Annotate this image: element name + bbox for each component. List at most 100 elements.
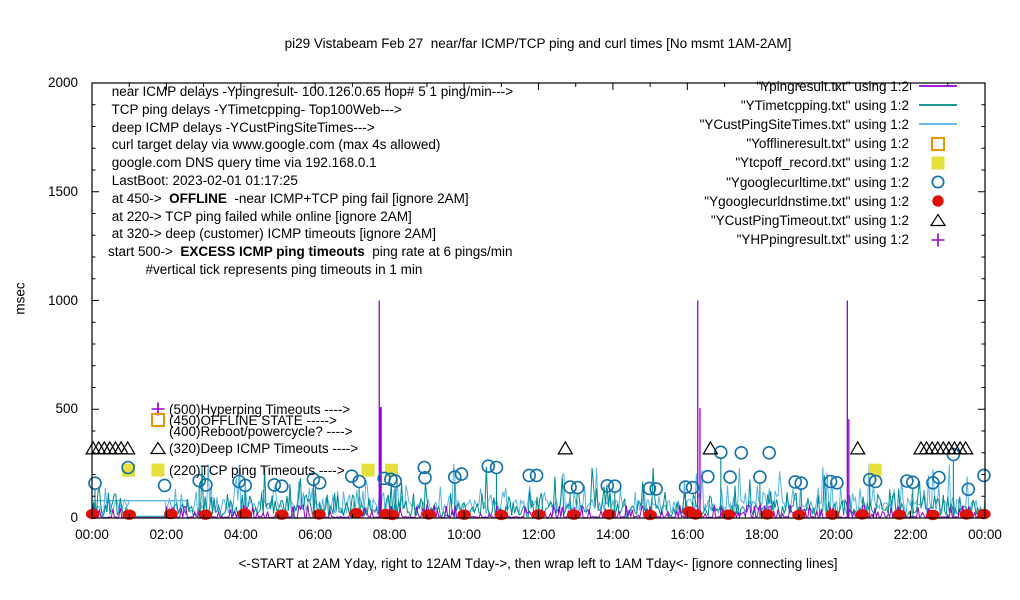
mid-label: (220)TCP ping Timeouts ----> [150, 461, 345, 479]
y-tick-label: 500 [55, 401, 78, 417]
legend-row: "YTimetcpping.txt" using 1:2 [741, 96, 958, 115]
annotation-line: deep ICMP delays -YCustPingSiteTimes---> [108, 119, 513, 137]
legend-label: "Yofflineresult.txt" using 1:2 [746, 136, 909, 152]
curl-time-point [481, 459, 496, 474]
tcp-off-marker [361, 463, 375, 477]
curl-time-point [678, 480, 693, 494]
legend-marker-hline-skyblue-icon [919, 123, 957, 126]
curl-time-point [121, 460, 135, 475]
curl-time-point [418, 470, 432, 485]
y-tick-label: 1500 [47, 183, 78, 199]
curl-time-point [563, 480, 577, 494]
annotation-line: near ICMP delays -Ypingresult- 100.126.0… [108, 83, 513, 101]
x-tick-label: 04:00 [223, 527, 258, 542]
mid-label: (500)Hyperping Timeouts ----> [150, 400, 350, 418]
legend-label: "Ygooglecurltime.txt" using 1:2 [726, 174, 909, 190]
legend-row: "YHPpingresult.txt" using 1:2 [737, 230, 958, 249]
mid-label-text: (320)Deep ICMP Timeouts ----> [169, 440, 359, 456]
curl-time-point [489, 460, 504, 475]
curl-time-point [642, 481, 657, 496]
legend-marker-open-circle-blue-icon [931, 175, 945, 189]
mid-label-marker [150, 412, 166, 428]
curl-time-point [932, 470, 946, 485]
legend-sample [918, 116, 958, 132]
mid-label: (400)Reboot/powercycle? ----> [150, 422, 352, 440]
annotation-text: #vertical tick represents ping timeouts … [108, 261, 423, 277]
mid-label-marker [150, 423, 166, 439]
legend-row: "YCustPingSiteTimes.txt" using 1:2 [700, 115, 958, 134]
curl-time-point [388, 474, 403, 488]
axes-layer [91, 82, 986, 519]
annotation-text: at 450-> [108, 190, 170, 206]
dns-time-point [349, 508, 364, 519]
annotation-text: google.com DNS query time via 192.168.0.… [108, 155, 377, 171]
dns-time-point [926, 509, 940, 521]
legend-sample [918, 174, 958, 190]
legend-label: "Ytcpoff_record.txt" using 1:2 [735, 155, 909, 171]
legend-label: "YHPpingresult.txt" using 1:2 [736, 232, 909, 248]
curl-time-point [961, 482, 976, 497]
legend-marker-filled-square-yellow-icon [931, 156, 945, 170]
curl-time-point [607, 479, 622, 494]
x-tick-label: 00:00 [75, 527, 109, 542]
annotation-bold-text: EXCESS ICMP ping timeouts [180, 244, 365, 260]
curl-time-point [794, 476, 809, 491]
x-tick-label: 06:00 [298, 527, 333, 542]
curl-time-point [157, 478, 172, 493]
tcp-off-marker [868, 463, 882, 477]
annotation-text: -near ICMP+TCP ping fail [ignore 2AM] [226, 190, 469, 206]
curl-time-point [788, 475, 803, 489]
annotation-line: curl target delay via www.google.com (ma… [108, 136, 513, 154]
curl-time-point [88, 476, 102, 491]
curl-time-point [762, 445, 777, 460]
mid-label-marker [150, 440, 166, 456]
x-tick-label: 18:00 [744, 527, 779, 542]
y-tick-label: 2000 [47, 75, 78, 90]
legend-marker-hline-teal-icon [919, 104, 957, 107]
curl-time-point [900, 474, 914, 488]
curl-time-point [447, 470, 462, 484]
mid-label-text: (500)Hyperping Timeouts ----> [169, 401, 351, 417]
annotation-block: near ICMP delays -Ypingresult- 100.126.0… [108, 83, 513, 279]
x-tick-label: 14:00 [596, 527, 630, 542]
annotation-line: TCP ping delays -YTimetcpping- Top100Web… [108, 101, 513, 119]
annotation-text: curl target delay via www.google.com (ma… [108, 137, 441, 153]
curl-time-point [454, 467, 469, 481]
legend-sample [918, 155, 958, 171]
annotation-text: near ICMP delays -Ypingresult- 100.126.0… [108, 84, 514, 99]
legend-sample [918, 136, 958, 152]
annotation-text: LastBoot: 2023-02-01 01:17:25 [108, 172, 298, 188]
x-tick-label: 00:00 [968, 527, 1002, 542]
mid-label-text: (450)OFFLINE STATE -----> [169, 412, 337, 428]
annotation-bold-text: OFFLINE [169, 190, 227, 206]
curl-time-point [905, 475, 920, 490]
deep-icmp-timeout-marker [557, 440, 574, 455]
legend-label: "YCustPingTimeout.txt" using 1:2 [710, 212, 909, 228]
dns-time-point [421, 509, 436, 520]
x-tick-label: 02:00 [149, 527, 184, 542]
x-axis-label: <-START at 2AM Yday, right to 12AM Tday-… [238, 556, 838, 571]
dns-time-point [855, 509, 869, 520]
annotation-line: google.com DNS query time via 192.168.0.… [108, 154, 513, 172]
annotation-text: start 500-> [108, 244, 181, 260]
dns-time-point [385, 509, 400, 521]
legend-label: "YTimetcpping.txt" using 1:2 [740, 97, 909, 113]
dns-time-point [237, 508, 252, 519]
dns-time-point [977, 508, 991, 520]
legend-marker-open-triangle-black-icon [929, 213, 947, 227]
annotation-line: start 500-> EXCESS ICMP ping timeouts pi… [108, 243, 513, 261]
curl-time-point [312, 475, 327, 490]
deep-icmp-timeout-marker [957, 440, 974, 455]
annotation-line: at 320-> deep (customer) ICMP timeouts [… [108, 225, 513, 243]
y-tick-label: 1000 [47, 292, 78, 308]
x-tick-label: 16:00 [670, 527, 705, 542]
legend-sample [918, 232, 958, 248]
curl-time-point [238, 478, 253, 493]
curl-time-point [352, 474, 367, 489]
curl-time-point [723, 470, 737, 484]
curl-time-point [862, 472, 877, 487]
legend-row: "Ygooglecurltime.txt" using 1:2 [726, 173, 958, 192]
curl-time-point [753, 470, 767, 484]
x-tick-label: 12:00 [521, 527, 556, 542]
